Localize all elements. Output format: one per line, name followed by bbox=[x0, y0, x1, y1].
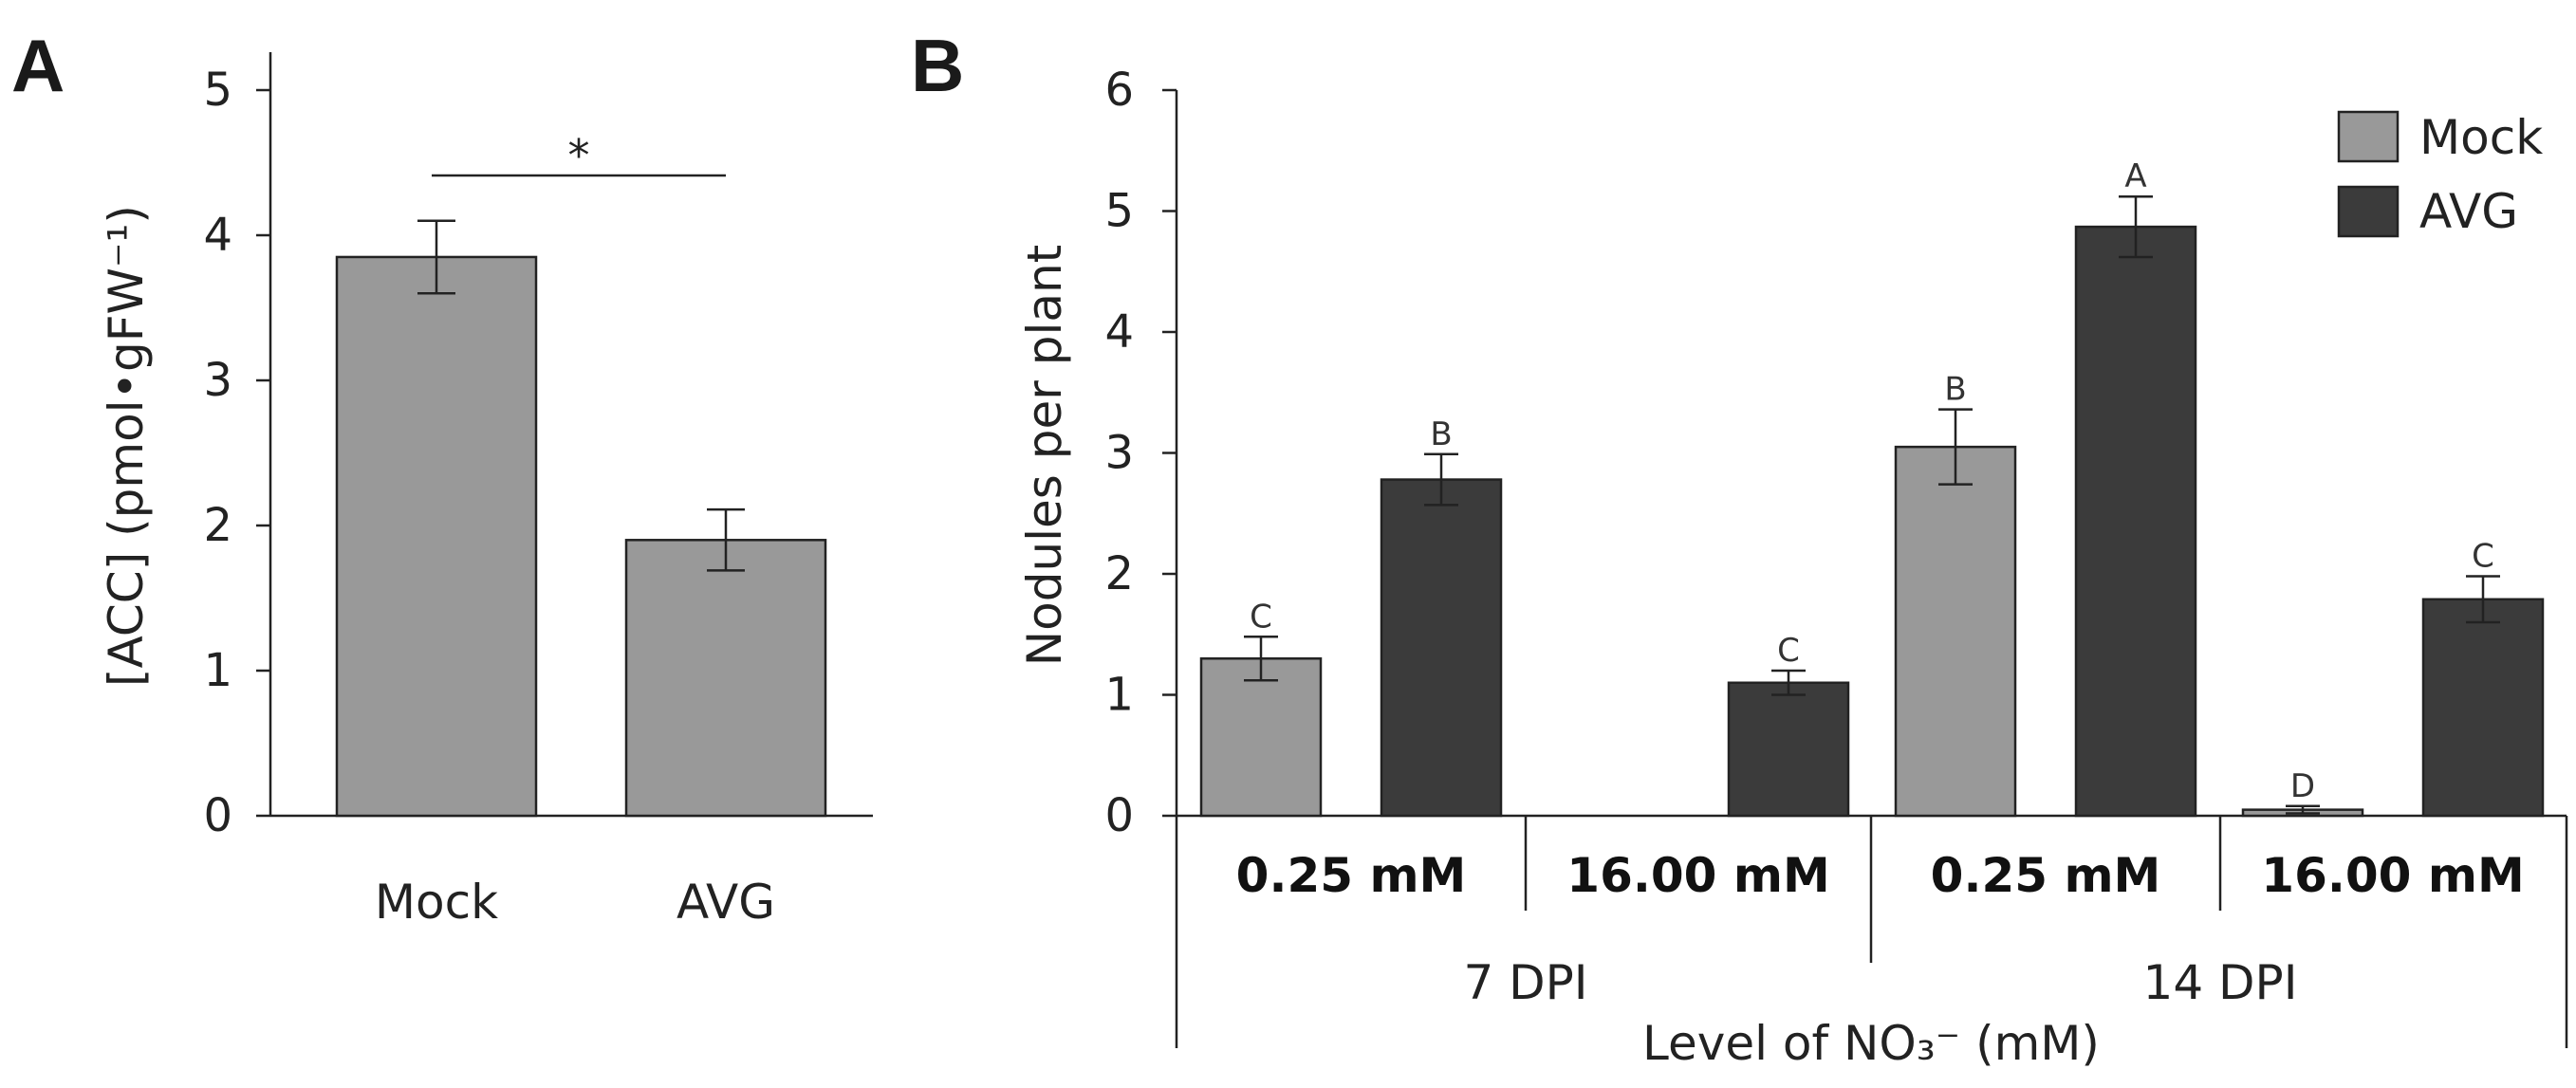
concentration-label: 0.25 mM bbox=[1931, 848, 2161, 903]
y-tick-label: 2 bbox=[1104, 547, 1134, 600]
concentration-label: 16.00 mM bbox=[2261, 848, 2524, 903]
panel-b-legend: Mock AVG bbox=[2337, 110, 2543, 239]
x-tick-label: Mock bbox=[375, 875, 498, 930]
legend-mock-label: Mock bbox=[2419, 110, 2543, 165]
y-tick-label: 4 bbox=[1104, 305, 1134, 359]
legend-mock-swatch bbox=[2337, 110, 2400, 163]
y-tick-label: 3 bbox=[203, 354, 232, 407]
bar-mock bbox=[335, 255, 538, 818]
bar-avg bbox=[1380, 478, 1503, 818]
y-tick-label: 6 bbox=[1104, 64, 1134, 117]
y-tick-label: 5 bbox=[203, 64, 232, 117]
bar-avg bbox=[624, 539, 827, 818]
bar-avg bbox=[2074, 225, 2197, 818]
bar-mock bbox=[1894, 445, 2017, 818]
significance-letter: A bbox=[2124, 157, 2146, 195]
significance-letter: B bbox=[1430, 415, 1452, 453]
concentration-label: 0.25 mM bbox=[1236, 848, 1467, 903]
panel-a-y-axis-label: [ACC] (pmol•gFW⁻¹) bbox=[99, 205, 154, 687]
panel-a-significance-star: * bbox=[568, 130, 590, 181]
bar-avg bbox=[1727, 681, 1850, 818]
panel-b-dpi-label: 14 DPI bbox=[2143, 955, 2298, 1010]
y-tick-label: 4 bbox=[203, 209, 232, 262]
significance-letter: C bbox=[1250, 598, 1272, 636]
panel-b-chart: B Nodules per plant 0 1 2 3 4 5 6 C B C B A D C 0.25… bbox=[911, 24, 2568, 1071]
y-tick-label: 0 bbox=[1104, 789, 1134, 842]
panel-a-chart: A [ACC] (pmol•gFW⁻¹) 0 1 2 3 4 5 Mock AVG * bbox=[11, 24, 873, 930]
concentration-label: 16.00 mM bbox=[1566, 848, 1829, 903]
panel-b-y-axis-label: Nodules per plant bbox=[1017, 245, 1072, 667]
y-tick-label: 1 bbox=[1104, 669, 1134, 722]
panel-b-x-axis-label: Level of NO₃⁻ (mM) bbox=[1642, 1016, 2100, 1071]
significance-letter: C bbox=[1777, 632, 1800, 670]
x-tick-label: AVG bbox=[676, 875, 775, 930]
significance-letter: C bbox=[2472, 538, 2494, 576]
panel-a-letter: A bbox=[11, 24, 65, 107]
significance-letter: B bbox=[1944, 371, 1966, 409]
bar-avg bbox=[2421, 598, 2545, 818]
significance-letter: D bbox=[2290, 767, 2315, 805]
legend-avg-swatch bbox=[2337, 185, 2400, 238]
y-tick-label: 5 bbox=[1104, 185, 1134, 238]
y-tick-label: 2 bbox=[203, 499, 232, 552]
panel-b-letter: B bbox=[911, 24, 964, 107]
legend-avg-label: AVG bbox=[2419, 184, 2518, 239]
y-tick-label: 1 bbox=[203, 644, 232, 697]
panel-b-dpi-label: 7 DPI bbox=[1463, 955, 1587, 1010]
y-tick-label: 0 bbox=[203, 789, 232, 842]
bar-mock bbox=[1199, 657, 1323, 818]
y-tick-label: 3 bbox=[1104, 427, 1134, 480]
